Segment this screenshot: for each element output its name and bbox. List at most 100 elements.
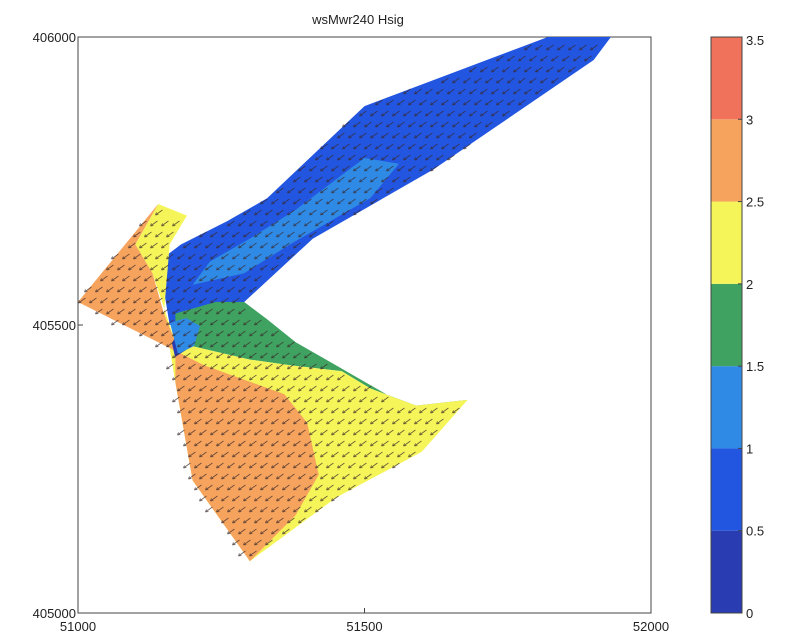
wind-vector: [265, 429, 273, 436]
wind-vector: [183, 242, 191, 249]
wind-vector: [276, 495, 284, 502]
wind-vector: [260, 528, 268, 535]
wind-vector: [392, 154, 400, 161]
wind-vector: [144, 297, 152, 304]
wind-vector: [315, 396, 323, 403]
wind-vector: [381, 440, 389, 447]
wind-vector: [381, 396, 389, 403]
wind-vector: [518, 99, 526, 106]
wind-vector: [254, 407, 262, 414]
wind-vector: [364, 385, 372, 392]
wind-vector: [282, 352, 290, 359]
wind-vector: [469, 132, 477, 139]
wind-vector: [359, 418, 367, 425]
wind-vector: [452, 407, 460, 414]
wind-vector: [183, 330, 191, 337]
colorbar-tick-label: 3.5: [746, 33, 764, 48]
wind-vector: [359, 396, 367, 403]
wind-vector: [370, 154, 378, 161]
wind-vector: [463, 77, 471, 84]
wind-vector: [205, 374, 213, 381]
wind-vector: [386, 451, 394, 458]
wind-vector: [331, 473, 339, 480]
wind-vector: [177, 363, 185, 370]
wind-vector: [205, 352, 213, 359]
wind-vector: [221, 297, 229, 304]
wind-vector: [260, 330, 268, 337]
wind-vector: [166, 231, 174, 238]
wind-vector: [238, 484, 246, 491]
wind-vector: [458, 132, 466, 139]
wind-vector: [529, 55, 537, 62]
wind-vector: [491, 110, 499, 117]
wind-vector: [375, 187, 383, 194]
wind-vector: [117, 286, 125, 293]
wind-vector: [584, 55, 592, 62]
wind-vector: [568, 44, 576, 51]
wind-vector: [194, 242, 202, 249]
wind-vector: [172, 220, 180, 227]
wind-vector: [161, 286, 169, 293]
wind-vector: [452, 99, 460, 106]
wind-vector: [243, 385, 251, 392]
wind-vector: [117, 264, 125, 271]
wind-vector: [183, 286, 191, 293]
wind-vector: [172, 286, 180, 293]
wind-vector: [221, 341, 229, 348]
wind-vector: [166, 319, 174, 326]
wind-vector: [166, 341, 174, 348]
wind-vector: [463, 143, 471, 150]
wind-vector: [293, 462, 301, 469]
wind-vector: [188, 319, 196, 326]
wind-vector: [183, 418, 191, 425]
wind-vector: [276, 209, 284, 216]
wind-vector: [485, 99, 493, 106]
wind-vector: [227, 286, 235, 293]
wind-vector: [403, 132, 411, 139]
wind-vector: [150, 308, 158, 315]
wind-vector: [221, 275, 229, 282]
wind-vector: [331, 429, 339, 436]
y-tick-label: 406000: [33, 30, 76, 45]
wind-vector: [535, 88, 543, 95]
wind-vector: [271, 374, 279, 381]
wind-vector: [205, 462, 213, 469]
wind-vector: [282, 374, 290, 381]
wind-vector: [287, 407, 295, 414]
colorbar-tick-label: 1: [746, 441, 753, 456]
wind-vector: [315, 506, 323, 513]
wind-vector: [265, 517, 273, 524]
wind-vector: [425, 88, 433, 95]
colorbar-band: [711, 201, 742, 284]
contour-regions: [78, 37, 611, 562]
wind-vector: [370, 110, 378, 117]
wind-vector: [507, 77, 515, 84]
wind-vector: [309, 209, 317, 216]
wind-vector: [260, 198, 268, 205]
wind-vector: [408, 429, 416, 436]
wind-vector: [216, 264, 224, 271]
wind-vector: [474, 99, 482, 106]
wind-vector: [221, 231, 229, 238]
wind-vector: [282, 506, 290, 513]
colorbar-frame: [710, 36, 743, 614]
wind-vector: [232, 319, 240, 326]
wind-vector: [265, 539, 273, 546]
wind-vector: [221, 319, 229, 326]
wind-vector: [386, 165, 394, 172]
wind-vector: [320, 495, 328, 502]
wind-vector: [315, 418, 323, 425]
wind-vector: [309, 231, 317, 238]
wind-vector: [408, 143, 416, 150]
colorbar-band: [711, 448, 742, 531]
wind-vector: [287, 341, 295, 348]
wind-vector: [106, 308, 114, 315]
wind-vector: [579, 44, 587, 51]
wind-vector: [326, 484, 334, 491]
wind-vector: [194, 264, 202, 271]
wind-vector: [304, 462, 312, 469]
wind-vector: [452, 121, 460, 128]
wind-vector: [133, 253, 141, 260]
wind-vector: [447, 154, 455, 161]
wind-vector: [238, 286, 246, 293]
